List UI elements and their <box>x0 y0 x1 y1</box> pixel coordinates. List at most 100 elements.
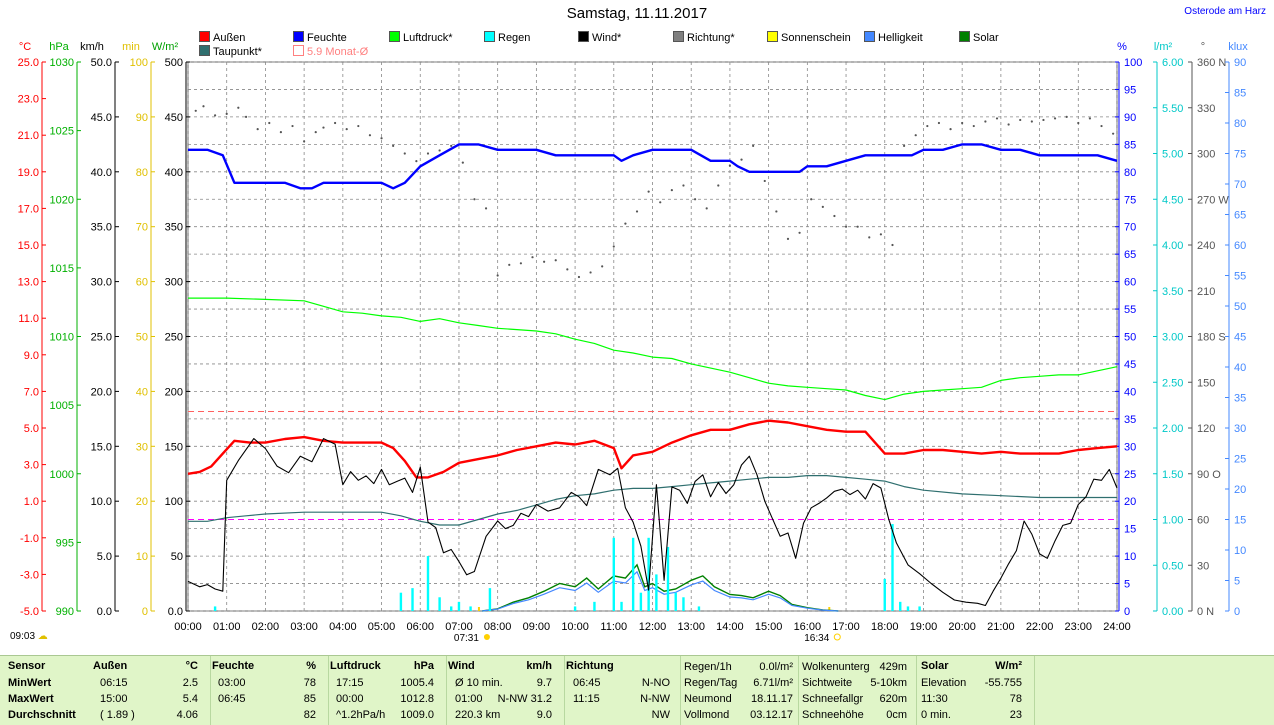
x-tick-label: 24:00 <box>1103 621 1131 633</box>
moon-time-label: 09:03 <box>10 631 36 642</box>
location-link[interactable]: Osterode am Harz <box>1184 6 1266 17</box>
legend-item: Luftdruck* <box>389 31 453 44</box>
temp-axis-header: °C <box>19 41 31 53</box>
legend-label: Wind* <box>592 32 622 44</box>
x-tick-label: 17:00 <box>832 621 860 633</box>
x-tick-label: 21:00 <box>987 621 1015 633</box>
brightness-curve <box>482 570 839 612</box>
direction-point <box>670 189 673 192</box>
wind-axis-tick-label: 10.0 <box>91 496 112 508</box>
legend-item: Richtung* <box>673 31 735 44</box>
direction-point <box>693 198 697 201</box>
direction-point <box>903 144 906 147</box>
x-tick-label: 10:00 <box>561 621 589 633</box>
direction-point <box>926 124 929 128</box>
x-tick-label: 16:00 <box>794 621 822 633</box>
sunset-icon <box>833 633 841 641</box>
footer-feuchte-value: 78 <box>303 677 316 689</box>
wind-axis-tick-label: 20.0 <box>91 386 112 398</box>
lux-axis-tick-label: 40 <box>1234 362 1246 374</box>
footer-rain-label: Neumond <box>684 693 732 705</box>
direction-point <box>256 128 259 131</box>
rain-bar <box>674 592 677 611</box>
x-tick-label: 18:00 <box>871 621 899 633</box>
dir-axis-tick-label: 210 <box>1197 286 1215 298</box>
pressure-axis-tick-label: 1025 <box>50 126 74 138</box>
direction-point <box>740 158 743 161</box>
x-tick-label: 11:00 <box>600 621 627 633</box>
dir-axis-tick-label: 330 <box>1197 103 1215 115</box>
footer-divider <box>1034 656 1035 725</box>
footer-header-feuchte: Feuchte <box>212 660 255 672</box>
direction-point <box>1030 120 1033 123</box>
rain-bar <box>488 588 492 611</box>
hum-axis-tick-label: 25 <box>1124 469 1136 481</box>
temp-axis-tick-label: 7.0 <box>24 386 39 398</box>
rain-axis-tick-label: 5.00 <box>1162 149 1183 161</box>
sun-axis-tick-label: 40 <box>136 386 148 398</box>
rain-bar <box>883 578 886 611</box>
direction-point <box>1077 121 1080 125</box>
direction-point <box>415 160 418 163</box>
direction-point <box>763 179 766 183</box>
direction-point <box>291 124 294 128</box>
footer-solar-label: 0 min. <box>921 709 951 721</box>
footer-luftdruck-value: 1009.0 <box>400 709 434 721</box>
dir-axis-tick-label: 30 <box>1197 560 1209 572</box>
wind-axis-tick-label: 45.0 <box>91 112 112 124</box>
x-tick-label: 03:00 <box>290 621 318 633</box>
dir-axis-tick-label: 60 <box>1197 515 1209 527</box>
temp-axis-tick-label: 25.0 <box>18 57 39 69</box>
footer-aussen-time: 15:00 <box>100 693 128 705</box>
footer-rain-label: Vollmond <box>684 709 730 721</box>
legend-swatch <box>389 31 400 42</box>
x-tick-label: 08:00 <box>484 621 512 633</box>
temp-axis-tick-label: 17.0 <box>18 203 39 215</box>
footer-header-richtung: Richtung <box>566 660 614 672</box>
direction-point <box>213 114 217 117</box>
sun-axis-header: min <box>122 41 140 53</box>
rain-bar <box>438 597 441 611</box>
legend-swatch <box>484 31 495 42</box>
footer-rain-label: Regen/Tag <box>684 677 738 689</box>
rain-axis-tick-label: 2.50 <box>1162 377 1183 389</box>
x-tick-label: 04:00 <box>329 621 357 633</box>
legend-swatch <box>673 31 684 42</box>
lux-axis-tick-label: 60 <box>1234 240 1246 252</box>
wind-axis-header: km/h <box>80 41 104 53</box>
footer-cloud-value: 5-10km <box>870 677 907 689</box>
direction-point <box>566 268 569 271</box>
footer-richtung-time: 11:15 <box>573 693 600 705</box>
lux-axis-tick-label: 15 <box>1234 515 1246 527</box>
hum-axis-tick-label: 20 <box>1124 496 1136 508</box>
direction-point <box>1053 117 1057 120</box>
direction-point <box>496 274 499 277</box>
hum-axis-header: % <box>1117 41 1127 53</box>
direction-point <box>484 207 488 210</box>
legend-swatch <box>293 45 304 56</box>
direction-point <box>322 126 325 129</box>
hum-axis-tick-label: 45 <box>1124 359 1136 371</box>
legend-label: Solar <box>973 32 999 44</box>
direction-point <box>659 201 662 204</box>
footer-header-aussen-unit: °C <box>185 660 198 672</box>
rain-axis-tick-label: 4.50 <box>1162 194 1183 206</box>
pressure-axis-header: hPa <box>49 41 69 53</box>
rain-axis-tick-label: 2.00 <box>1162 423 1183 435</box>
direction-point <box>589 271 592 274</box>
rain-axis-header: l/m² <box>1154 41 1173 53</box>
wind-axis-tick-label: 25.0 <box>91 332 112 344</box>
direction-point <box>333 121 337 125</box>
rain-bar <box>639 592 643 611</box>
direction-point <box>403 152 406 155</box>
footer-cloud-label: Schneefallgr <box>802 693 864 705</box>
series-line-luftdruck <box>188 297 1118 401</box>
hum-axis-tick-label: 0 <box>1124 606 1130 618</box>
series-line-taupunkt <box>188 475 1117 526</box>
series-line-feuchte <box>188 143 1118 190</box>
direction-point <box>1042 118 1045 122</box>
footer-header-solar-unit: W/m² <box>995 660 1022 672</box>
wind-axis-tick-label: 40.0 <box>91 167 112 179</box>
hum-axis-tick-label: 15 <box>1124 524 1136 536</box>
direction-point <box>775 210 778 213</box>
